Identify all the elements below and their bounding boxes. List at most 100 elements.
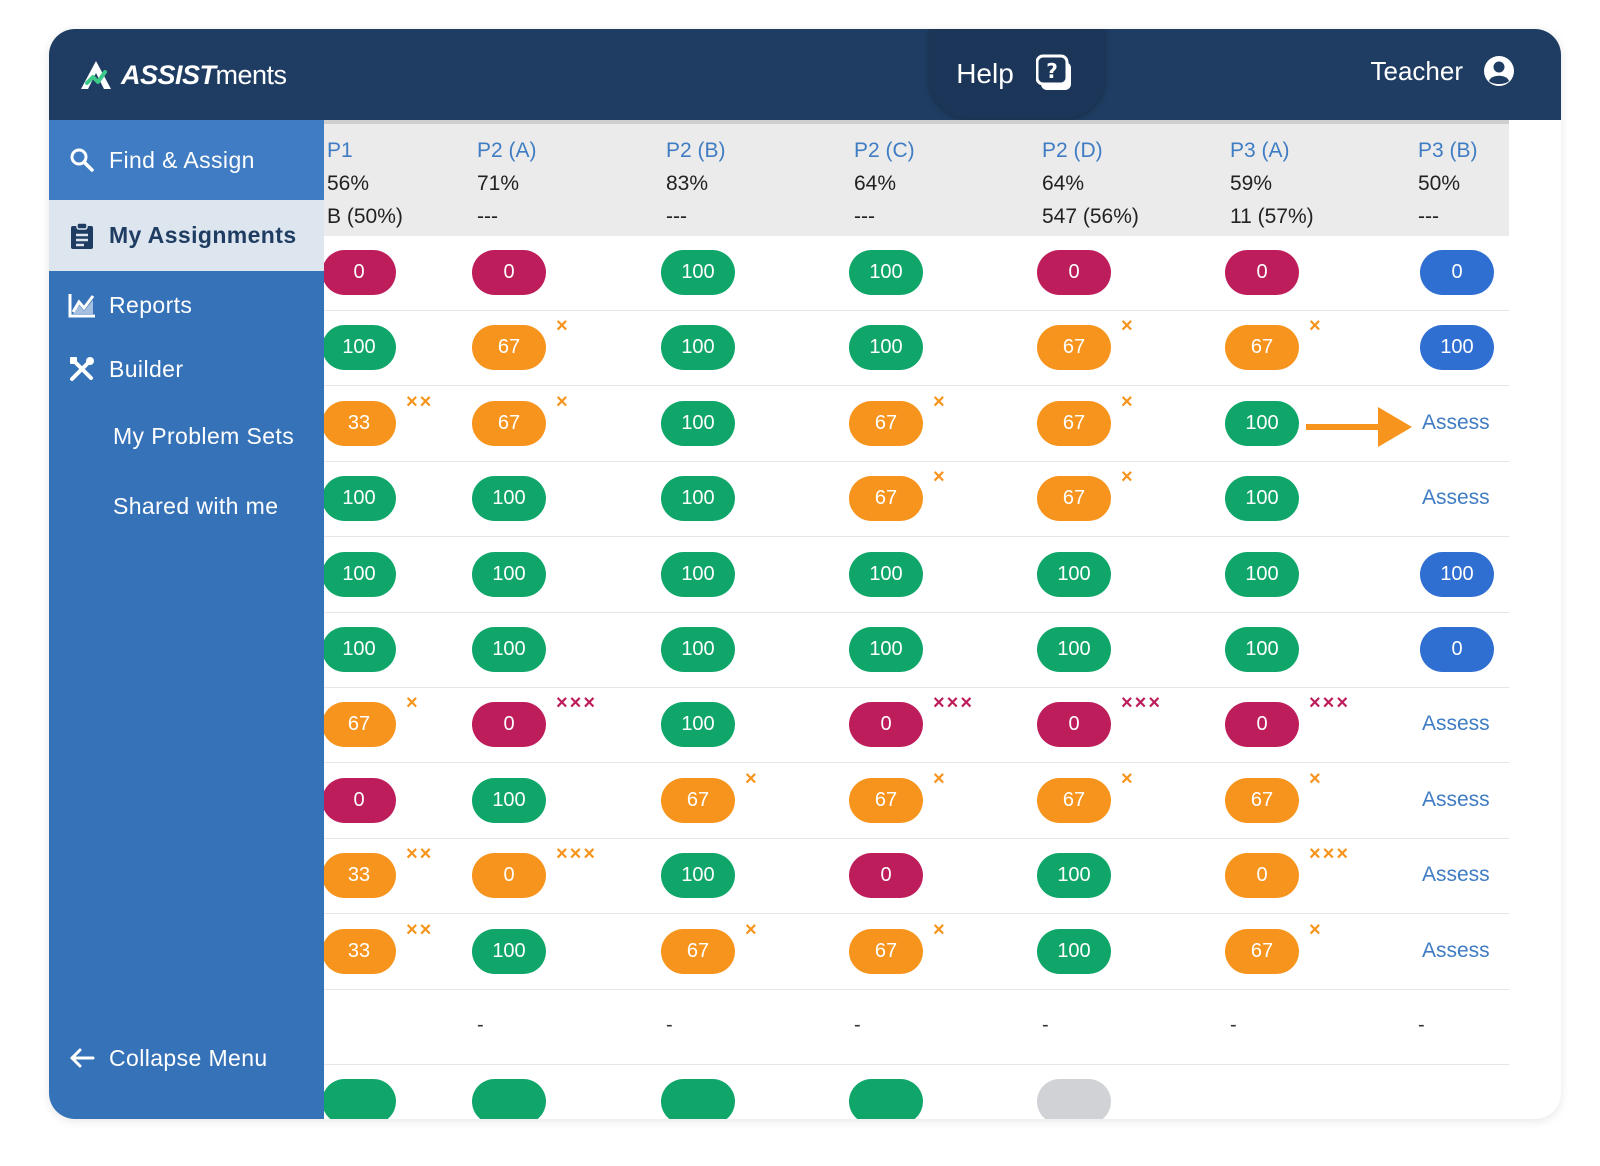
- score-pill[interactable]: 0: [472, 853, 546, 899]
- score-pill[interactable]: [324, 1079, 396, 1119]
- score-pill[interactable]: 33: [324, 853, 396, 899]
- score-pill[interactable]: 67: [1037, 325, 1111, 371]
- score-pill[interactable]: 33: [324, 400, 396, 446]
- score-pill[interactable]: 0: [849, 853, 923, 899]
- score-pill[interactable]: 100: [1420, 325, 1494, 371]
- sidebar-item-find-assign[interactable]: Find & Assign: [49, 120, 324, 200]
- incorrect-attempt-marks: ×: [406, 692, 420, 715]
- score-pill[interactable]: 67: [1037, 777, 1111, 823]
- score-pill[interactable]: 67: [1037, 476, 1111, 522]
- score-pill[interactable]: 67: [1225, 777, 1299, 823]
- score-pill[interactable]: 100: [472, 627, 546, 672]
- score-pill[interactable]: 100: [661, 476, 735, 522]
- help-button[interactable]: Help ?: [929, 29, 1105, 118]
- score-pill[interactable]: 67: [1037, 400, 1111, 446]
- score-pill[interactable]: 67: [849, 928, 923, 974]
- score-pill[interactable]: 100: [472, 928, 546, 974]
- score-pill[interactable]: 100: [1420, 551, 1494, 597]
- assess-link[interactable]: Assess: [1422, 787, 1490, 811]
- score-pill[interactable]: 67: [849, 777, 923, 823]
- empty-score-dash: -: [666, 1014, 673, 1036]
- score-pill[interactable]: 100: [324, 627, 396, 672]
- sidebar-item-builder[interactable]: Builder: [49, 339, 324, 399]
- score-pill[interactable]: 0: [1225, 250, 1299, 295]
- score-pill[interactable]: 100: [849, 551, 923, 597]
- score-pill[interactable]: 100: [1037, 551, 1111, 597]
- assess-link[interactable]: Assess: [1422, 938, 1490, 962]
- assistments-logo[interactable]: ASSISTments: [79, 55, 287, 95]
- score-pill[interactable]: 0: [1037, 702, 1111, 748]
- score-pill[interactable]: 100: [472, 551, 546, 597]
- column-name[interactable]: P2 (A): [477, 139, 537, 162]
- score-pill[interactable]: 67: [661, 777, 735, 823]
- user-menu[interactable]: Teacher: [1371, 51, 1516, 91]
- score-pill[interactable]: 100: [1037, 928, 1111, 974]
- score-pill[interactable]: [472, 1079, 546, 1119]
- score-pill[interactable]: 0: [324, 777, 396, 823]
- score-pill[interactable]: 0: [472, 250, 546, 295]
- score-pill[interactable]: 67: [661, 928, 735, 974]
- score-pill[interactable]: 100: [661, 853, 735, 899]
- column-name[interactable]: P2 (D): [1042, 139, 1103, 162]
- score-pill[interactable]: 67: [849, 476, 923, 522]
- score-pill[interactable]: 100: [661, 400, 735, 446]
- assess-link[interactable]: Assess: [1422, 863, 1490, 887]
- score-pill[interactable]: 100: [661, 627, 735, 672]
- score-pill[interactable]: 0: [1225, 853, 1299, 899]
- column-name[interactable]: P1: [327, 139, 353, 162]
- column-name[interactable]: P3 (B): [1418, 139, 1478, 162]
- score-pill[interactable]: 67: [1225, 325, 1299, 371]
- score-pill[interactable]: 67: [1225, 928, 1299, 974]
- sidebar-item-shared-with-me[interactable]: Shared with me: [49, 473, 324, 539]
- score-pill[interactable]: 100: [324, 325, 396, 371]
- score-pill[interactable]: 100: [1037, 853, 1111, 899]
- score-pill[interactable]: 100: [849, 325, 923, 371]
- assess-link[interactable]: Assess: [1422, 410, 1490, 434]
- score-pill[interactable]: [849, 1079, 923, 1119]
- assess-link[interactable]: Assess: [1422, 486, 1490, 510]
- score-pill[interactable]: 100: [661, 702, 735, 748]
- score-pill[interactable]: [661, 1079, 735, 1119]
- score-pill[interactable]: 100: [1225, 627, 1299, 672]
- score-pill[interactable]: 0: [1037, 250, 1111, 295]
- collapse-menu-button[interactable]: Collapse Menu: [49, 1028, 324, 1088]
- sidebar-item-reports[interactable]: Reports: [49, 271, 324, 339]
- score-pill[interactable]: 67: [849, 400, 923, 446]
- column-name[interactable]: P2 (B): [666, 139, 726, 162]
- score-pill[interactable]: 0: [849, 702, 923, 748]
- score-pill[interactable]: 100: [324, 551, 396, 597]
- score-pill[interactable]: 67: [472, 325, 546, 371]
- score-pill[interactable]: 0: [324, 250, 396, 295]
- score-pill[interactable]: 33: [324, 928, 396, 974]
- score-pill[interactable]: 100: [1225, 400, 1299, 446]
- column-subinfo: 547 (56%): [1042, 205, 1139, 228]
- incorrect-attempt-marks: ××: [406, 918, 434, 941]
- incorrect-attempt-marks: ×××: [933, 692, 975, 715]
- score-pill[interactable]: 100: [661, 325, 735, 371]
- app-window: ASSISTments Help ? Teacher Find & Assig: [49, 29, 1561, 1119]
- score-pill[interactable]: 100: [1037, 627, 1111, 672]
- arrow-left-icon: [67, 1043, 97, 1073]
- score-pill[interactable]: 0: [472, 702, 546, 748]
- assess-link[interactable]: Assess: [1422, 712, 1490, 736]
- score-pill[interactable]: 0: [1225, 702, 1299, 748]
- score-pill[interactable]: 100: [661, 551, 735, 597]
- score-pill[interactable]: 100: [472, 476, 546, 522]
- score-pill[interactable]: 100: [849, 250, 923, 295]
- score-pill[interactable]: [1037, 1079, 1111, 1119]
- column-name[interactable]: P3 (A): [1230, 139, 1290, 162]
- sidebar-item-my-assignments[interactable]: My Assignments: [49, 200, 324, 271]
- score-pill[interactable]: 100: [1225, 476, 1299, 522]
- score-pill[interactable]: 100: [1225, 551, 1299, 597]
- score-pill[interactable]: 100: [324, 476, 396, 522]
- table-row: ------: [324, 990, 1509, 1065]
- score-pill[interactable]: 0: [1420, 627, 1494, 672]
- score-pill[interactable]: 100: [849, 627, 923, 672]
- score-pill[interactable]: 100: [661, 250, 735, 295]
- score-pill[interactable]: 67: [472, 400, 546, 446]
- score-pill[interactable]: 0: [1420, 250, 1494, 295]
- column-name[interactable]: P2 (C): [854, 139, 915, 162]
- score-pill[interactable]: 67: [324, 702, 396, 748]
- sidebar-item-my-problem-sets[interactable]: My Problem Sets: [49, 399, 324, 473]
- score-pill[interactable]: 100: [472, 777, 546, 823]
